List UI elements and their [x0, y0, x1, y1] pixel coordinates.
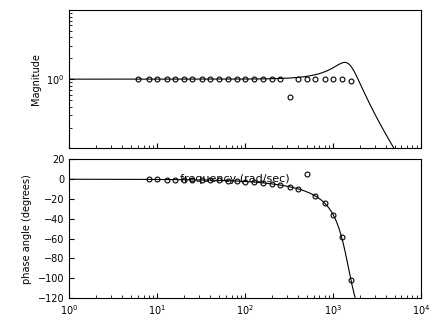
Text: frequency (rad/sec): frequency (rad/sec) [180, 174, 289, 184]
Y-axis label: Magnitude: Magnitude [31, 53, 41, 105]
Y-axis label: phase angle (degrees): phase angle (degrees) [23, 174, 33, 284]
